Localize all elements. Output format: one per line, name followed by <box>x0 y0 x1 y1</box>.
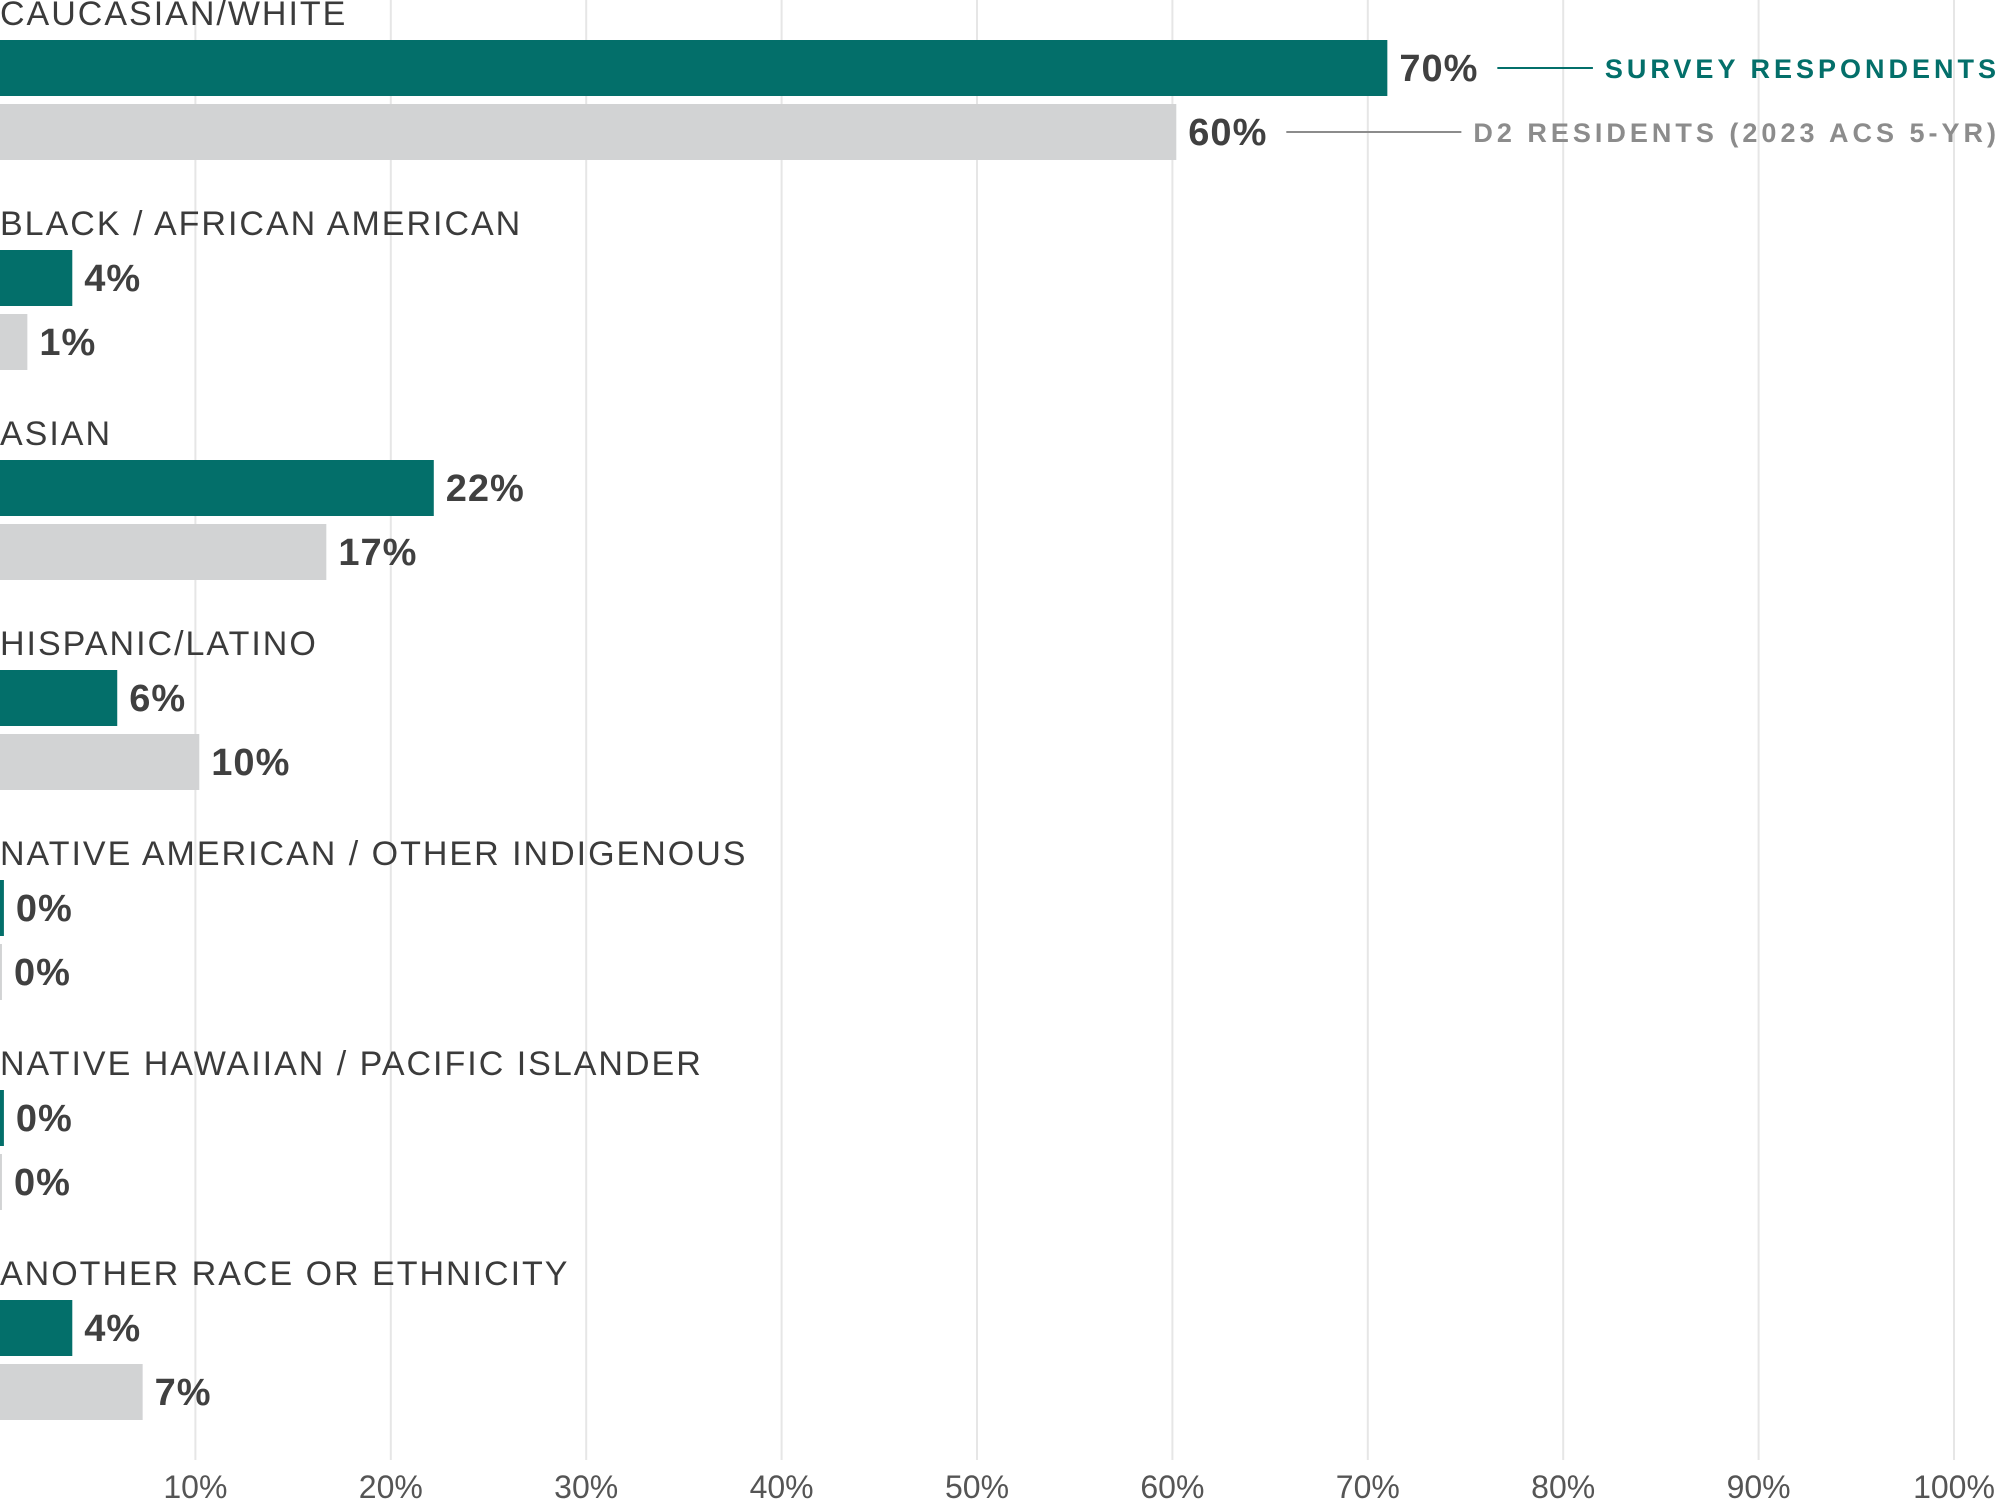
value-label: 22% <box>446 468 525 510</box>
tick-label-90: 90% <box>1727 1469 1791 1502</box>
bar-survey <box>0 40 1388 96</box>
bars-layer <box>0 40 1388 1420</box>
category-label: ASIAN <box>0 415 112 453</box>
bar-survey <box>0 670 118 726</box>
x-axis: 10% 20% 30% 40% 50% 60% 70% 80% 90% 100% <box>163 1469 1995 1505</box>
tick-label-40: 40% <box>750 1469 814 1502</box>
value-label: 0% <box>16 888 73 930</box>
bar-residents <box>0 1154 2 1210</box>
grid-layer <box>194 0 1955 1460</box>
value-label: 4% <box>84 1308 141 1350</box>
bar-residents <box>0 524 327 580</box>
value-label: 6% <box>129 678 186 720</box>
bar-survey <box>0 250 73 306</box>
tick-label-60: 60% <box>1140 1469 1204 1502</box>
legend-label-residents: D2 RESIDENTS (2023 ACS 5-YR) <box>1473 118 2000 148</box>
bar-survey <box>0 1090 4 1146</box>
value-label: 60% <box>1188 112 1267 154</box>
bar-survey <box>0 460 434 516</box>
tick-label-100: 100% <box>1913 1469 1995 1502</box>
tick-label-80: 80% <box>1531 1469 1595 1502</box>
value-label: 0% <box>16 1098 73 1140</box>
category-label: BLACK / AFRICAN AMERICAN <box>0 205 522 243</box>
tick-label-10: 10% <box>163 1469 227 1502</box>
bar-survey <box>0 1300 73 1356</box>
bar-residents <box>0 944 2 1000</box>
legend-label-survey: SURVEY RESPONDENTS <box>1605 54 2000 84</box>
bar-residents <box>0 314 28 370</box>
tick-label-50: 50% <box>945 1469 1009 1502</box>
value-label: 1% <box>39 322 96 364</box>
value-label: 70% <box>1399 48 1478 90</box>
category-label: HISPANIC/LATINO <box>0 625 318 663</box>
value-label: 7% <box>155 1372 212 1414</box>
labels-layer: CAUCASIAN/WHITE 70% 60% BLACK / AFRICAN AME… <box>0 0 1478 1414</box>
value-label: 0% <box>14 1162 71 1204</box>
bar-residents <box>0 734 200 790</box>
legend-layer: SURVEY RESPONDENTS D2 RESIDENTS (2023 ACS… <box>1286 54 2000 148</box>
category-label: NATIVE HAWAIIAN / PACIFIC ISLANDER <box>0 1045 703 1083</box>
value-label: 4% <box>84 258 141 300</box>
value-label: 0% <box>14 952 71 994</box>
bar-residents <box>0 1364 143 1420</box>
tick-label-70: 70% <box>1336 1469 1400 1502</box>
tick-label-20: 20% <box>359 1469 423 1502</box>
bar-survey <box>0 880 4 936</box>
value-label: 17% <box>338 532 417 574</box>
tick-label-30: 30% <box>554 1469 618 1502</box>
category-label: NATIVE AMERICAN / OTHER INDIGENOUS <box>0 835 747 873</box>
category-label: ANOTHER RACE OR ETHNICITY <box>0 1255 569 1293</box>
value-label: 10% <box>211 742 290 784</box>
category-label: CAUCASIAN/WHITE <box>0 0 347 33</box>
bar-residents <box>0 104 1177 160</box>
